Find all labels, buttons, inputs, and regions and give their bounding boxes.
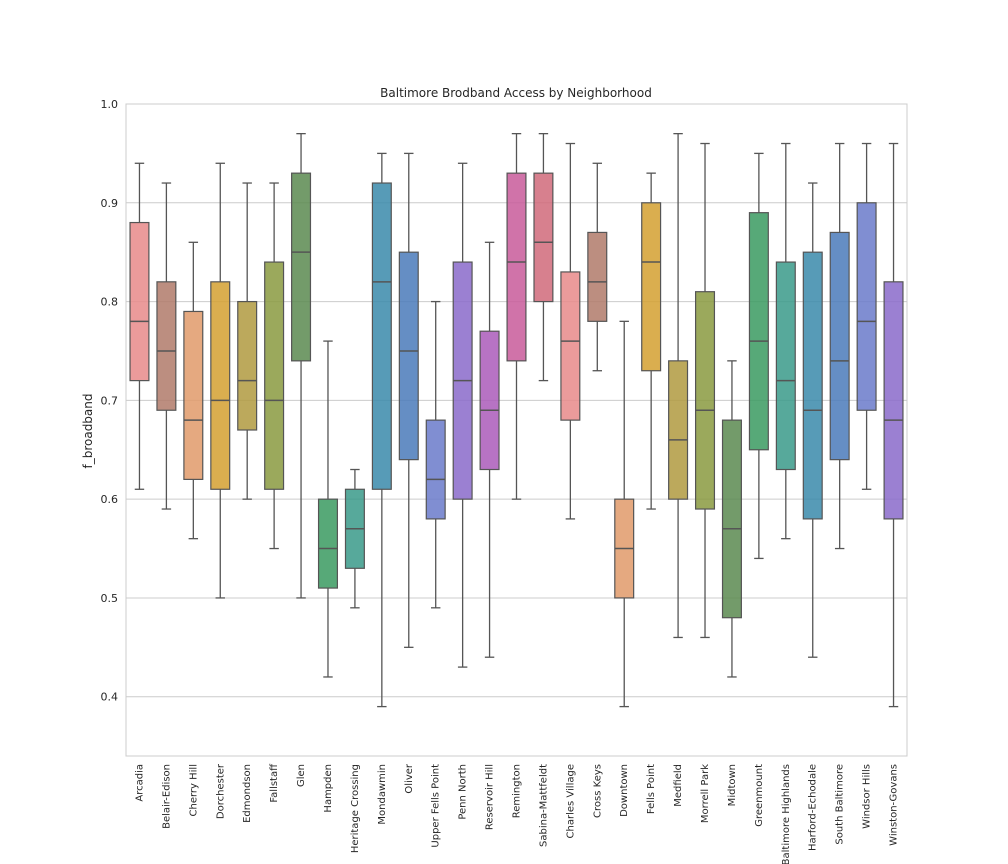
x-tick-label: Dorchester [215, 763, 226, 819]
x-tick-label: Belair-Edison [161, 764, 172, 829]
box-24 [775, 142, 796, 540]
box-iqr [883, 281, 904, 520]
box-17 [587, 162, 608, 372]
box-27 [856, 142, 877, 490]
y-tick-label: 0.7 [101, 394, 119, 407]
box-23 [748, 152, 769, 560]
x-tick-label: Windsor Hills [862, 764, 873, 829]
box-14 [506, 132, 527, 500]
x-tick-label: Fallstaff [269, 763, 280, 803]
x-tick-label: Hampden [323, 764, 334, 813]
x-tick-label: Morrell Park [700, 764, 711, 823]
box-iqr [748, 212, 769, 451]
x-tick-label: Cherry Hill [188, 764, 199, 816]
box-iqr [156, 281, 177, 411]
x-tick-label: Winston-Govans [889, 764, 900, 846]
box-11 [425, 300, 446, 609]
x-tick-label: Greenmount [754, 764, 765, 827]
box-iqr [802, 251, 823, 520]
boxes [129, 132, 904, 708]
x-tick-label: Edmondson [242, 764, 253, 823]
box-iqr [317, 498, 339, 589]
x-tick-label: Sabina-Mattfeldt [538, 764, 549, 847]
box-18 [614, 320, 635, 708]
box-22 [721, 360, 742, 678]
box-iqr [856, 202, 877, 411]
box-13 [479, 241, 500, 658]
y-tick-label: 0.8 [101, 296, 119, 309]
box-26 [829, 142, 850, 550]
plot-frame [125, 103, 908, 757]
x-ticks: Arcadia Belair-Edison Cherry Hill Dorcheste… [134, 763, 899, 864]
x-tick-label: Fells Point [646, 764, 657, 814]
x-tick-label: Cross Keys [592, 764, 603, 818]
box-15 [533, 132, 554, 382]
x-tick-label: Midtown [727, 764, 738, 806]
box-19 [641, 172, 662, 510]
box-25 [802, 182, 823, 658]
box-10 [398, 152, 419, 648]
x-tick-label: Upper Fells Point [431, 764, 442, 848]
box-2 [183, 241, 204, 540]
x-tick-label: South Baltimore [835, 764, 846, 845]
box-iqr [506, 172, 527, 362]
box-iqr [694, 291, 716, 510]
box-iqr [829, 231, 850, 461]
box-iqr [479, 330, 500, 471]
x-tick-label: Reservoir Hill [485, 764, 496, 830]
box-iqr [533, 172, 554, 303]
box-16 [560, 142, 581, 520]
box-9 [371, 152, 392, 708]
box-4 [237, 182, 258, 500]
box-0 [129, 162, 150, 490]
box-iqr [775, 261, 796, 471]
x-tick-label: Arcadia [134, 764, 145, 802]
x-tick-label: Heritage Crossing [350, 764, 361, 853]
x-tick-label: Remington [512, 764, 523, 818]
x-tick-label: Penn North [458, 764, 469, 820]
box-3 [210, 162, 231, 599]
box-8 [344, 468, 365, 609]
box-iqr [371, 182, 392, 490]
x-tick-label: Charles Village [565, 764, 576, 838]
x-tick-label: Oliver [404, 763, 415, 793]
box-1 [156, 182, 177, 510]
box-iqr [560, 271, 581, 421]
box-5 [264, 182, 285, 550]
box-iqr [425, 419, 446, 520]
box-iqr [587, 231, 608, 322]
box-21 [694, 142, 716, 639]
box-12 [452, 162, 473, 668]
x-tick-label: Harford-Echodale [808, 764, 819, 851]
box-iqr [210, 281, 231, 490]
y-axis-label: f_broadband [81, 393, 95, 468]
chart-title: Baltimore Brodband Access by Neighborhoo… [380, 86, 652, 100]
box-iqr [264, 261, 285, 490]
box-iqr [237, 300, 258, 431]
y-tick-label: 1.0 [101, 98, 119, 111]
box-iqr [398, 251, 419, 461]
box-6 [291, 132, 312, 599]
x-tick-label: Baltimore Highlands [781, 764, 792, 864]
y-tick-label: 0.4 [101, 691, 119, 704]
box-20 [668, 132, 689, 639]
y-tick-label: 0.5 [101, 592, 119, 605]
y-tick-label: 0.9 [101, 197, 119, 210]
box-28 [883, 142, 904, 708]
y-tick-label: 0.6 [101, 493, 119, 506]
box-iqr [641, 202, 662, 372]
box-iqr [129, 221, 150, 382]
box-iqr [183, 310, 204, 480]
box-7 [317, 340, 339, 678]
x-tick-label: Glen [296, 764, 307, 787]
x-tick-label: Downtown [619, 764, 630, 817]
x-tick-label: Mondawmin [377, 764, 388, 825]
box-iqr [721, 419, 742, 619]
box-iqr [668, 360, 689, 500]
y-ticks: 0.4 0.5 0.6 0.7 0.8 0.9 1.0 [101, 98, 119, 704]
box-iqr [291, 172, 312, 362]
x-tick-label: Medfield [673, 764, 684, 807]
